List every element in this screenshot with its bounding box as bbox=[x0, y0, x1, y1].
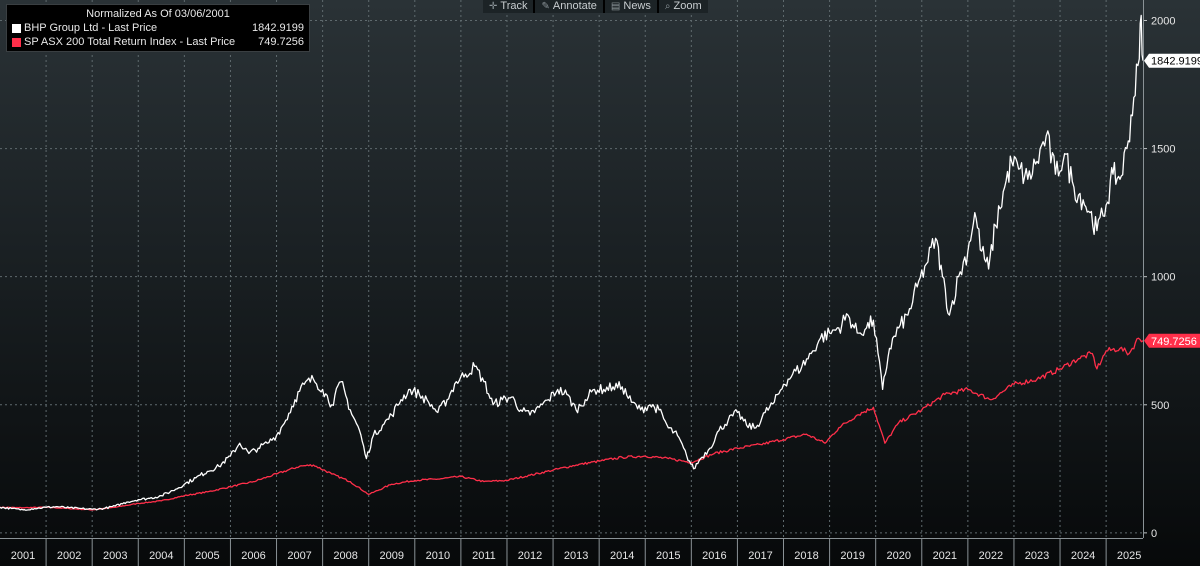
legend-value-asx200: 749.7256 bbox=[258, 36, 304, 48]
legend-swatch-asx200 bbox=[12, 37, 21, 47]
x-tick-label: 2010 bbox=[426, 550, 450, 562]
x-tick-label: 2023 bbox=[1025, 550, 1049, 562]
x-tick-label: 2025 bbox=[1117, 550, 1141, 562]
zoom-label: Zoom bbox=[673, 0, 702, 12]
y-tick-label: 0 bbox=[1151, 528, 1157, 540]
x-tick-label: 2017 bbox=[748, 550, 772, 562]
badge-shape bbox=[1144, 333, 1200, 348]
legend-name-asx200: SP ASX 200 Total Return Index - Last Pri… bbox=[24, 36, 236, 48]
x-tick-label: 2004 bbox=[149, 550, 173, 562]
x-tick-label: 2006 bbox=[241, 550, 265, 562]
x-tick-label: 2002 bbox=[57, 550, 81, 562]
x-tick-label: 2020 bbox=[886, 550, 910, 562]
news-label: News bbox=[623, 0, 651, 12]
badge-shape bbox=[1144, 53, 1200, 68]
crosshair-icon: ✛ bbox=[489, 1, 498, 12]
badge-value: 749.7256 bbox=[1151, 336, 1197, 348]
x-tick-label: 2003 bbox=[103, 550, 127, 562]
x-tick-label: 2024 bbox=[1071, 550, 1095, 562]
chart-toolbar: ✛ Track ✎ Annotate ▤ News ⌕ Zoom bbox=[483, 0, 708, 13]
last-value-badges: 1842.9199 749.7256 bbox=[1144, 53, 1200, 348]
y-tick-label: 500 bbox=[1151, 400, 1169, 412]
x-tick-label: 2016 bbox=[702, 550, 726, 562]
x-tick-label: 2019 bbox=[840, 550, 864, 562]
annotate-label: Annotate bbox=[552, 0, 597, 12]
legend-name-bhp: BHP Group Ltd - Last Price bbox=[24, 22, 158, 34]
track-label: Track bbox=[500, 0, 528, 12]
x-axis: 2001 2002 2003 2004 2005 2006 2007 2008 2009 2010… bbox=[0, 538, 1143, 566]
legend-item-asx200[interactable]: SP ASX 200 Total Return Index - Last Pri… bbox=[7, 35, 309, 49]
legend-value-bhp: 1842.9199 bbox=[252, 22, 304, 34]
x-tick-label: 2018 bbox=[794, 550, 818, 562]
chart-legend: Normalized As Of 03/06/2001 BHP Group Lt… bbox=[6, 4, 310, 52]
pencil-icon: ✎ bbox=[541, 1, 550, 12]
magnifier-icon: ⌕ bbox=[664, 1, 671, 12]
zoom-button[interactable]: ⌕ Zoom bbox=[658, 0, 708, 13]
y-axis: 0 500 1000 1500 2000 bbox=[1143, 0, 1175, 540]
x-tick-label: 2007 bbox=[287, 550, 311, 562]
annotate-button[interactable]: ✎ Annotate bbox=[535, 0, 603, 13]
last-value-badge-asx200: 749.7256 bbox=[1144, 333, 1200, 348]
y-tick-label: 1500 bbox=[1151, 144, 1175, 156]
legend-title: Normalized As Of 03/06/2001 bbox=[86, 8, 230, 20]
legend-swatch-bhp bbox=[12, 23, 21, 33]
x-tick-label: 2015 bbox=[656, 550, 680, 562]
track-button[interactable]: ✛ Track bbox=[483, 0, 534, 13]
news-button[interactable]: ▤ News bbox=[604, 0, 657, 13]
series-line-asx200 bbox=[0, 337, 1144, 511]
x-tick-label: 2013 bbox=[564, 550, 588, 562]
series-layer bbox=[0, 14, 1144, 511]
x-tick-label: 2014 bbox=[610, 550, 634, 562]
x-tick-label: 2008 bbox=[333, 550, 357, 562]
x-tick-label: 2012 bbox=[518, 550, 542, 562]
grid bbox=[0, 0, 1143, 538]
news-icon: ▤ bbox=[610, 1, 621, 12]
x-tick-label: 2011 bbox=[472, 550, 496, 562]
badge-value: 1842.9199 bbox=[1151, 56, 1200, 68]
y-tick-label: 2000 bbox=[1151, 15, 1175, 27]
y-tick-label: 1000 bbox=[1151, 272, 1175, 284]
x-tick-label: 2021 bbox=[933, 550, 957, 562]
legend-item-bhp[interactable]: BHP Group Ltd - Last Price 1842.9199 bbox=[7, 21, 309, 35]
x-tick-label: 2009 bbox=[380, 550, 404, 562]
series-line-bhp bbox=[0, 14, 1144, 511]
x-tick-label: 2001 bbox=[11, 550, 35, 562]
x-tick-label: 2022 bbox=[979, 550, 1003, 562]
x-tick-label: 2005 bbox=[195, 550, 219, 562]
last-value-badge-bhp: 1842.9199 bbox=[1144, 53, 1200, 68]
